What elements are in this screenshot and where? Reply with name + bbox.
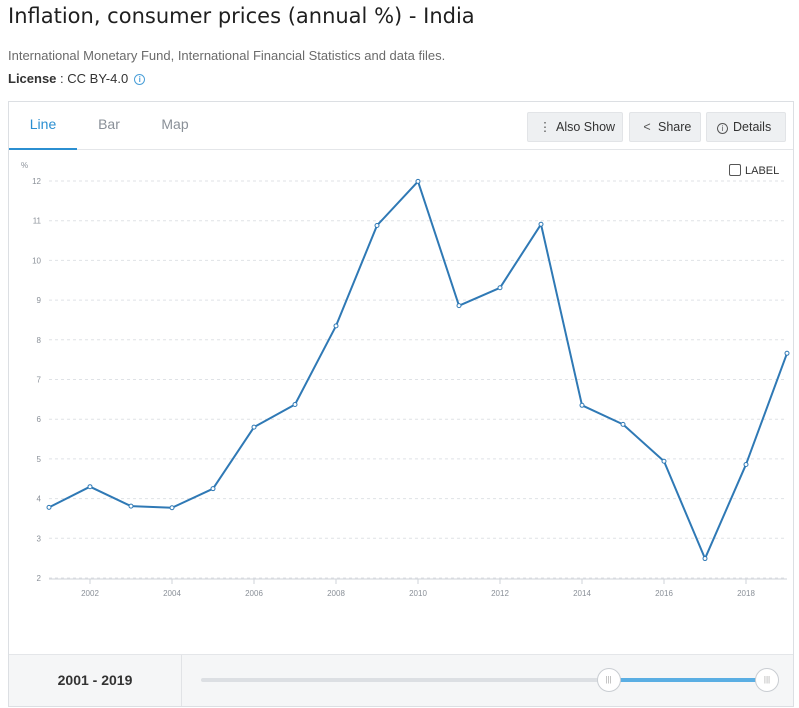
data-point <box>46 504 52 510</box>
y-tick-label: 2 <box>37 574 42 583</box>
data-point <box>210 486 216 492</box>
data-point <box>784 350 790 356</box>
license-label: License <box>8 71 57 86</box>
x-tick-label: 2018 <box>737 589 755 598</box>
details-button[interactable]: i Details <box>706 112 786 142</box>
y-tick-label: 12 <box>32 177 41 186</box>
range-label: 2001 - 2019 <box>9 655 182 706</box>
share-icon: < <box>643 120 651 134</box>
y-tick-label: 10 <box>32 256 41 265</box>
also-show-label: Also Show <box>556 120 616 134</box>
y-tick-label: 11 <box>33 217 42 226</box>
y-tick-label: 6 <box>37 415 42 424</box>
data-point <box>333 323 339 329</box>
data-point <box>579 402 585 408</box>
data-point <box>415 178 421 184</box>
y-tick-label: 9 <box>37 296 42 305</box>
y-tick-label: 7 <box>37 376 42 385</box>
range-slider-track[interactable]: ||| ||| <box>201 668 779 692</box>
license-value: CC BY-4.0 <box>67 71 129 86</box>
tab-bar-chart[interactable]: Bar <box>98 116 120 132</box>
tab-bar: Line Bar Map ⋮ Also Show < Share i Details <box>9 102 793 150</box>
label-toggle-text: LABEL <box>745 165 780 177</box>
x-tick-label: 2004 <box>163 589 181 598</box>
x-tick-label: 2002 <box>81 589 99 598</box>
range-start-handle[interactable]: ||| <box>596 668 621 692</box>
range-slider-fill <box>608 678 767 682</box>
x-tick-label: 2008 <box>327 589 345 598</box>
share-label: Share <box>658 120 692 134</box>
tab-map[interactable]: Map <box>161 116 189 132</box>
data-point <box>456 303 462 309</box>
data-point <box>702 556 708 562</box>
x-tick-label: 2006 <box>245 589 263 598</box>
data-point <box>169 505 175 511</box>
tab-line[interactable]: Line <box>9 102 77 150</box>
data-point <box>620 421 626 427</box>
chart-panel: Line Bar Map ⋮ Also Show < Share i Details … <box>8 101 794 707</box>
data-point <box>538 221 544 227</box>
label-toggle[interactable]: LABEL <box>729 164 779 177</box>
share-button[interactable]: < Share <box>629 112 701 142</box>
data-point <box>661 458 667 464</box>
data-point <box>743 461 749 467</box>
more-vertical-icon: ⋮ <box>538 120 552 134</box>
label-checkbox[interactable] <box>729 164 741 176</box>
data-point <box>497 285 503 291</box>
data-point <box>128 503 134 509</box>
x-tick-label: 2012 <box>491 589 509 598</box>
license-line: License : CC BY-4.0 i <box>8 71 146 86</box>
license-separator: : <box>56 71 68 86</box>
details-label: Details <box>733 120 772 134</box>
range-end-handle[interactable]: ||| <box>755 668 779 692</box>
series-line <box>48 180 788 560</box>
x-tick-label: 2010 <box>409 589 427 598</box>
y-tick-label: 4 <box>37 495 42 504</box>
y-tick-label: 8 <box>37 336 42 345</box>
data-point <box>292 402 298 408</box>
data-point <box>251 424 257 430</box>
x-tick-label: 2014 <box>573 589 591 598</box>
data-point <box>374 222 380 228</box>
x-tick-label: 2016 <box>655 589 673 598</box>
also-show-button[interactable]: ⋮ Also Show <box>527 112 623 142</box>
data-point <box>87 484 93 490</box>
y-tick-label: 3 <box>37 534 42 543</box>
line-chart: 2 3 4 5 6 7 8 9 10 11 12% 2002 2004 2006 2008 2010 2012 2… <box>21 161 790 598</box>
data-source: International Monetary Fund, Internation… <box>8 48 446 63</box>
info-icon[interactable]: i <box>134 74 146 85</box>
range-footer: 2001 - 2019 ||| ||| <box>9 654 793 706</box>
y-tick-label: 5 <box>37 455 42 464</box>
y-axis-unit: % <box>21 161 28 170</box>
info-circle-icon: i <box>717 123 728 134</box>
page-title: Inflation, consumer prices (annual %) - … <box>8 4 475 28</box>
